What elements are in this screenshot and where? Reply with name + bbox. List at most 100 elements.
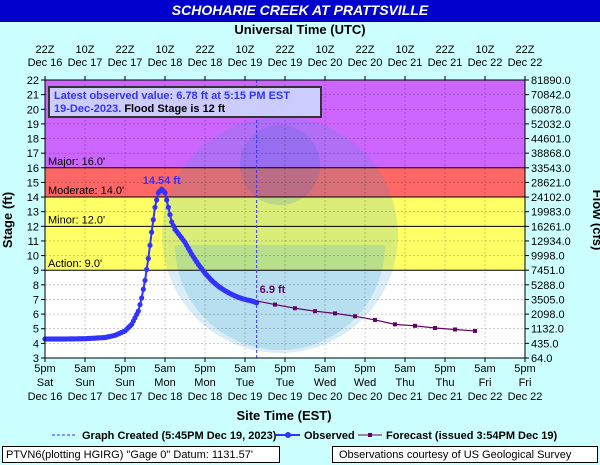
stage-tick-label: 16 <box>27 163 39 175</box>
bottom-tick-time: 5am <box>154 363 175 375</box>
legend-observed: Observed <box>304 430 355 442</box>
bottom-tick-day: Sun <box>115 377 135 389</box>
stage-tick-label: 5 <box>33 324 39 336</box>
stage-tick-label: 10 <box>27 251 39 263</box>
top-tick-date: Dec 22 <box>508 57 543 69</box>
bottom-tick-date: Dec 22 <box>468 391 503 403</box>
watermark-bird <box>240 125 320 205</box>
flow-tick-label: 38868.0 <box>531 148 571 160</box>
flow-tick-label: 60878.0 <box>531 104 571 116</box>
top-tick-time: 22Z <box>436 44 455 56</box>
flood-stage-note: Flood Stage is 12 ft <box>121 103 226 115</box>
observed-point <box>139 295 145 301</box>
bottom-tick-time: 5pm <box>354 363 375 375</box>
threshold-label-action: Action: 9.0' <box>48 258 102 270</box>
stage-tick-label: 8 <box>33 280 39 292</box>
bottom-tick-day: Sat <box>37 377 54 389</box>
forecast-point <box>273 302 277 307</box>
stage-tick-label: 22 <box>27 75 39 87</box>
bottom-tick-day: Fri <box>479 377 492 389</box>
top-tick-time: 10Z <box>156 44 175 56</box>
bottom-tick-day: Wed <box>314 377 336 389</box>
forecast-point <box>393 322 397 327</box>
bottom-tick-day: Tue <box>276 377 295 389</box>
top-axis-title: Universal Time (UTC) <box>234 22 365 37</box>
top-tick-date: Dec 18 <box>148 57 183 69</box>
bottom-tick-date: Dec 17 <box>68 391 103 403</box>
bottom-tick-date: Dec 20 <box>348 391 383 403</box>
peak-label: 14.54 ft <box>143 175 181 187</box>
bottom-axis-title: Site Time (EST) <box>236 408 331 423</box>
legend: Graph Created (5:45PM Dec 19, 2023) Obse… <box>52 430 558 442</box>
stage-tick-label: 15 <box>27 177 39 189</box>
top-tick-date: Dec 18 <box>188 57 223 69</box>
bottom-tick-day: Sun <box>75 377 95 389</box>
bottom-tick-day: Mon <box>154 377 175 389</box>
top-tick-date: Dec 22 <box>468 57 503 69</box>
chart-title: SCHOHARIE CREEK AT PRATTSVILLE <box>171 2 429 18</box>
flow-tick-label: 5288.0 <box>531 280 565 292</box>
bottom-tick-time: 5am <box>74 363 95 375</box>
observed-point <box>140 286 146 292</box>
threshold-label-moderate: Moderate: 14.0' <box>48 185 124 197</box>
observed-point <box>152 204 158 210</box>
top-tick-time: 22Z <box>516 44 535 56</box>
bottom-tick-date: Dec 16 <box>28 391 63 403</box>
bottom-tick-time: 5pm <box>434 363 455 375</box>
observed-point <box>154 197 160 203</box>
bottom-tick-date: Dec 17 <box>108 391 143 403</box>
bottom-tick-time: 5pm <box>514 363 535 375</box>
forecast-point <box>453 327 457 332</box>
flow-tick-label: 12934.0 <box>531 236 571 248</box>
bottom-tick-date: Dec 21 <box>428 391 463 403</box>
legend-forecast: Forecast (issued 3:54PM Dec 19) <box>386 430 558 442</box>
bottom-tick-time: 5pm <box>194 363 215 375</box>
stage-tick-label: 21 <box>27 90 39 102</box>
watermark-disk <box>162 117 398 353</box>
footer-datum: PTVN6(plotting HGIRG) "Gage 0" Datum: 11… <box>2 446 280 463</box>
flow-tick-label: 1132.0 <box>531 324 564 336</box>
top-tick-date: Dec 20 <box>308 57 343 69</box>
bottom-tick-time: 5pm <box>114 363 135 375</box>
legend-created: Graph Created (5:45PM Dec 19, 2023) <box>82 430 277 442</box>
bottom-tick-date: Dec 20 <box>308 391 343 403</box>
stage-tick-label: 20 <box>27 104 39 116</box>
top-tick-date: Dec 21 <box>428 57 463 69</box>
threshold-label-minor: Minor: 12.0' <box>48 214 105 226</box>
title-bar: SCHOHARIE CREEK AT PRATTSVILLE <box>0 0 600 22</box>
watermark-lower <box>175 245 385 350</box>
bottom-tick-date: Dec 18 <box>148 391 183 403</box>
top-tick-time: 22Z <box>196 44 215 56</box>
forecast-line <box>256 300 476 332</box>
top-tick-date: Dec 16 <box>28 57 63 69</box>
bottom-tick-time: 5am <box>474 363 495 375</box>
latest-observation-date: 19-Dec-2023. <box>54 103 122 115</box>
stage-tick-label: 9 <box>33 265 39 277</box>
top-tick-date: Dec 21 <box>388 57 423 69</box>
observed-point <box>145 255 151 262</box>
top-tick-time: 22Z <box>356 44 375 56</box>
observed-point <box>162 190 168 196</box>
footer-credit: Observations courtesy of US Geological S… <box>332 446 598 463</box>
bottom-tick-time: 5am <box>394 363 415 375</box>
top-tick-date: Dec 20 <box>348 57 383 69</box>
stage-tick-label: 4 <box>33 338 39 350</box>
observed-point <box>167 212 173 218</box>
latest-observation-box: Latest observed value: 6.78 ft at 5:15 P… <box>48 86 322 118</box>
stage-tick-label: 17 <box>27 148 39 160</box>
top-tick-time: 22Z <box>116 44 135 56</box>
right-axis-title: Flow (cfs) <box>590 190 600 251</box>
flow-tick-label: 81890.0 <box>531 75 571 87</box>
flow-tick-label: 28621.0 <box>531 177 571 189</box>
observed-point <box>164 197 170 203</box>
bottom-tick-day: Tue <box>236 377 255 389</box>
stage-tick-label: 12 <box>27 221 39 233</box>
observed-point <box>135 308 141 314</box>
bottom-tick-date: Dec 18 <box>188 391 223 403</box>
flow-tick-label: 435.0 <box>531 338 559 350</box>
observed-point <box>150 217 156 223</box>
flow-tick-label: 9998.0 <box>531 251 565 263</box>
forecast-point <box>333 311 337 316</box>
top-tick-time: 10Z <box>396 44 415 56</box>
